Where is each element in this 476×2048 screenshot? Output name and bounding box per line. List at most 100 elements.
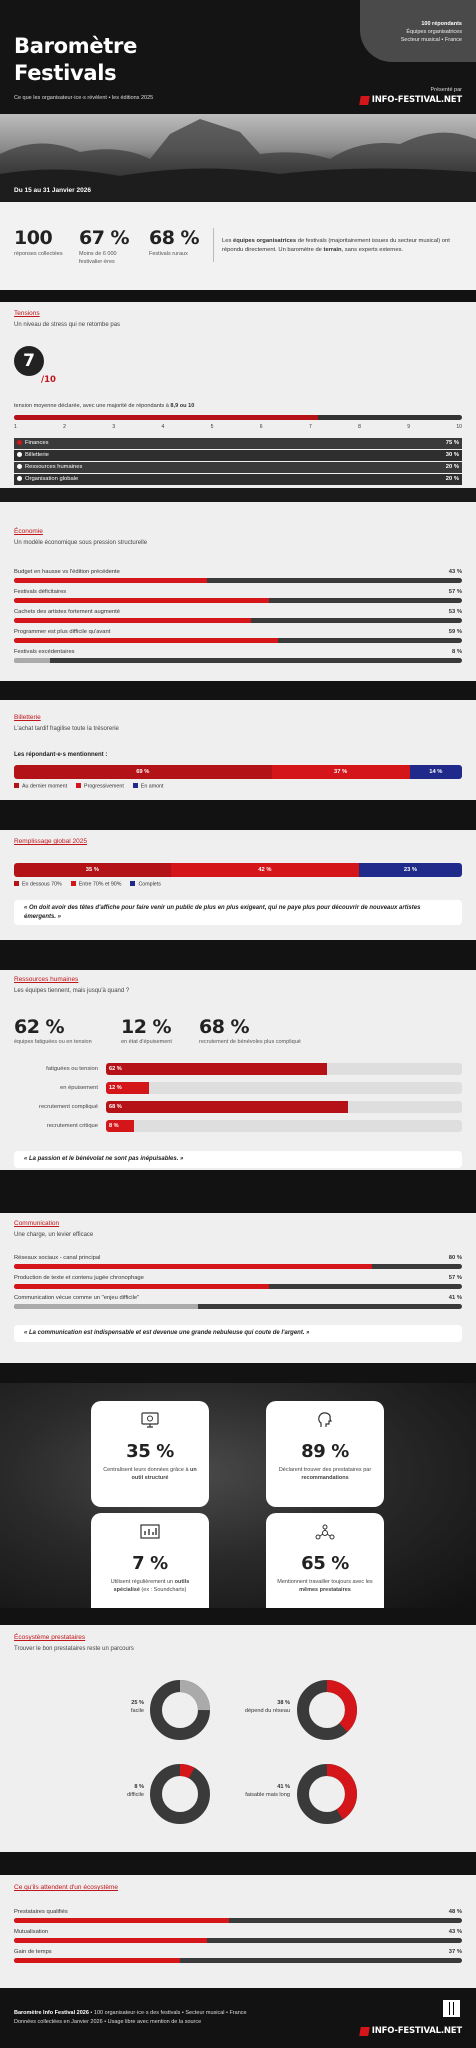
eco-row: Festivals excédentaires 8 % [14,649,462,663]
rh-bar: en épuisement 12 % [14,1082,462,1094]
donut-label: 25 % facile [130,1700,144,1714]
bar-fill: 62 % [106,1063,327,1075]
row-label: Cachets des artistes fortement augmenté [14,609,121,615]
presented-by-block: Présenté par INFO-FESTIVAL.NET [358,87,463,107]
tension-score: 7 [14,346,44,376]
tagline: Ce que les organisateur·ice·s révèlent •… [14,95,154,101]
stripe [0,290,476,302]
tension-mean-text: tension moyenne déclarée, avec une major… [14,403,195,409]
kpi-value: 62 % [14,1016,65,1038]
tension-ticks: 1 2 3 4 5 6 7 8 9 10 [14,424,462,430]
qr-code-icon[interactable] [443,2000,460,2017]
section-subtitle: Un niveau de stress qui ne retombe pas [14,322,121,328]
presented-by-label: Présenté par [430,87,463,93]
kpi-label: équipes fatiguées ou en tension [14,1039,92,1045]
billetterie-stack: 69 % 37 % 14 % [14,765,462,779]
tick: 2 [63,424,66,430]
kpi-value: 67 % [79,227,130,249]
chart-icon [140,1524,160,1539]
bar-track [14,1284,462,1289]
tick: 9 [407,424,411,430]
donut-track [150,1764,210,1824]
divider [213,228,214,262]
section-title: Ce qu'ils attendent d'un écosystème [14,1884,119,1891]
legend-item: Progressivement [76,783,124,790]
divider [0,488,476,502]
donut-difficile [150,1764,210,1824]
bar-track [14,598,462,603]
row-label: Finances [25,440,49,446]
card-value: 89 % [301,1441,349,1462]
bar-fill [14,658,50,663]
bar-track: 8 % [106,1120,462,1132]
bar-fill [14,578,207,583]
dot-icon [17,475,22,481]
tick: 8 [358,424,361,430]
com-row: Réseaux sociaux - canal principal 80 % [14,1255,462,1269]
donut-label: 41 % faisable mais long [245,1784,290,1798]
bar-label: en épuisement [59,1085,98,1091]
billetterie-section: Billetterie L'achat tardif fragilise tou… [0,700,476,800]
bar-label: fatiguées ou tension [46,1066,98,1072]
rh-bar: recrutement critique 8 % [14,1120,462,1132]
stack-segment: 69 % [14,765,272,779]
row-label: Programmer est plus difficile qu'avant [14,629,111,635]
rh-bar: recrutement compliqué 68 % [14,1101,462,1113]
kpi-value: 68 % [149,227,200,249]
row-pct: 20 % [445,476,459,482]
bar-fill [14,1938,207,1943]
audience: Équipes organisatrices [406,29,462,35]
rh-section: Ressources humaines Les équipes tiennent… [0,970,476,1170]
donut-facile [150,1680,210,1740]
section-title: Tensions [14,310,40,317]
donut-label: 38 % dépend du réseau [244,1700,290,1714]
donut-reseau [297,1680,357,1740]
bar-fill [14,1264,373,1269]
card-same-providers: 65 % Mentionnent travailler toujours ave… [266,1513,384,1608]
bar-track [14,1918,462,1923]
section-title: Billetterie [14,714,41,721]
row-pct: 41 % [448,1295,462,1301]
bar-fill [14,598,270,603]
row-label: Budget en hausse vs l'édition précédente [14,569,120,575]
logo-mark-icon [358,95,370,105]
section-title: Économie [14,528,43,535]
att-row: Gain de temps 37 % [14,1949,462,1963]
row-pct: 43 % [448,569,462,575]
bar-label: recrutement compliqué [39,1104,98,1110]
card-text: Mentionnent travailler toujours avec les… [277,1579,373,1593]
row-pct: 75 % [445,440,459,446]
section-subtitle: Une charge, un levier efficace [14,1232,94,1238]
tension-scale-fill [14,415,318,420]
bar-track [14,1938,462,1943]
footer-logo[interactable]: INFO-FESTIVAL.NET [358,2026,462,2036]
eco-row: Cachets des artistes fortement augmenté 5… [14,609,462,623]
bar-track [14,658,462,663]
kpi-small-festivals: 67 % Moins de 6 000 festivalier·ères [79,227,139,266]
bar-track [14,1958,462,1963]
card-text: Déclarent trouver des prestataires par r… [278,1467,372,1481]
tensions-section: Tensions Un niveau de stress qui ne reto… [0,302,476,502]
donut-slice [297,1764,357,1824]
computer-icon [141,1412,159,1428]
dot-icon [17,463,22,469]
section-title: Ressources humaines [14,976,79,983]
eco-row: Festivals déficitaires 57 % [14,589,462,603]
att-row: Mutualisation 43 % [14,1929,462,1943]
row-label: Festivals excédentaires [14,649,75,655]
kpi-rural: 68 % Festivals ruraux [149,227,200,259]
rh-kpi: 62 % équipes fatiguées ou en tension [14,1016,92,1045]
tools-section: 35 % Centralisent leurs données grâce à … [0,1383,476,1608]
attentes-section: Ce qu'ils attendent d'un écosystème Pres… [0,1875,476,1990]
header: Baromètre Festivals Ce que les organisate… [0,0,476,114]
row-label: Organisation globale [25,476,79,482]
card-data-tool: 35 % Centralisent leurs données grâce à … [91,1401,209,1507]
tension-scale [14,415,462,420]
row-label: Mutualisation [14,1929,49,1935]
legend-item: Complets [130,881,161,888]
bar-fill: 8 % [106,1120,135,1132]
row-label: Production de texte et contenu jugée chr… [14,1275,144,1281]
tick: 7 [308,424,312,430]
stripe [0,1852,476,1875]
head-icon [318,1412,332,1427]
